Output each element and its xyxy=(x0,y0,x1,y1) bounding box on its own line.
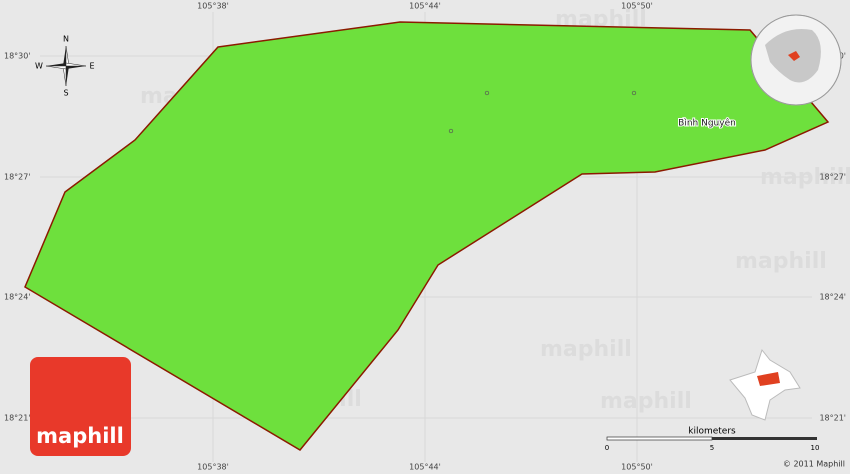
compass-e: E xyxy=(89,62,94,71)
compass-w: W xyxy=(35,62,43,71)
scale-tick: 10 xyxy=(811,444,820,452)
copyright: © 2011 Maphill xyxy=(783,460,845,469)
logo: maphill xyxy=(36,424,124,448)
inset-map xyxy=(729,348,801,421)
longitude-label: 105°50' xyxy=(621,2,653,11)
watermark: maphill xyxy=(760,165,850,190)
watermark: maphill xyxy=(735,249,827,274)
point xyxy=(631,90,637,96)
longitude-label: 105°50' xyxy=(621,463,653,472)
latitude-label: 18°21' xyxy=(4,414,31,423)
compass-n: N xyxy=(63,35,69,44)
latitude-label: 18°30' xyxy=(4,52,31,61)
latitude-label: 18°24' xyxy=(819,293,846,302)
longitude-label: 105°44' xyxy=(409,463,441,472)
latitude-label: 18°27' xyxy=(4,173,31,182)
coordinate-labels: 18°30'18°30'18°27'18°27'18°24'18°24'18°2… xyxy=(4,2,846,472)
scale-tick: 0 xyxy=(605,444,609,452)
longitude-label: 105°38' xyxy=(197,463,229,472)
longitude-label: 105°44' xyxy=(409,2,441,11)
scale-unit: kilometers xyxy=(688,427,736,437)
point xyxy=(448,128,454,134)
globe xyxy=(750,14,842,106)
watermark: maphill xyxy=(540,337,632,362)
logo-box xyxy=(30,357,131,456)
compass-rose: N S E W xyxy=(35,35,94,98)
watermark: maphill xyxy=(600,389,692,414)
place-label: Bình Nguyên xyxy=(678,118,736,129)
point xyxy=(484,90,490,96)
latitude-label: 18°24' xyxy=(4,293,31,302)
compass-s: S xyxy=(63,89,68,98)
longitude-label: 105°38' xyxy=(197,2,229,11)
latitude-label: 18°21' xyxy=(819,414,846,423)
scale-bar: kilometers 0 5 10 xyxy=(605,427,820,453)
latitude-label: 18°27' xyxy=(819,173,846,182)
scale-tick: 5 xyxy=(710,444,714,452)
